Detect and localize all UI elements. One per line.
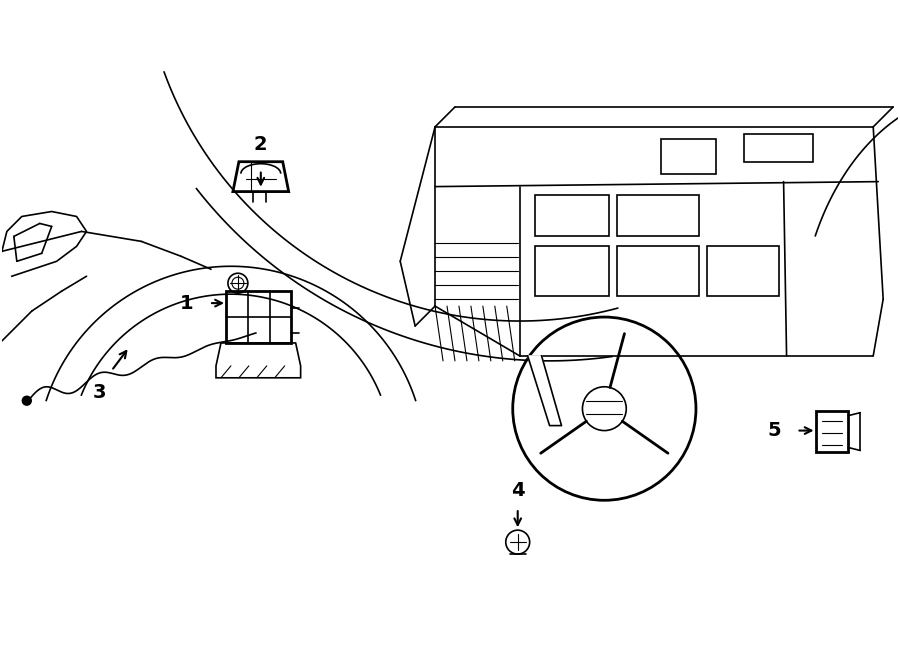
Text: 1: 1 [179, 293, 194, 313]
Text: 3: 3 [93, 383, 106, 402]
Text: 5: 5 [767, 421, 780, 440]
Text: 4: 4 [511, 481, 525, 500]
Circle shape [22, 396, 32, 405]
Text: 2: 2 [254, 135, 267, 154]
Polygon shape [527, 356, 562, 426]
